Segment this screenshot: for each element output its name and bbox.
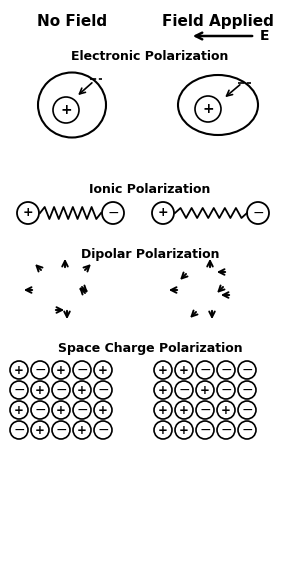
Text: −: − (97, 383, 109, 397)
Text: −: − (178, 383, 190, 397)
Text: −: − (241, 403, 253, 417)
Text: +: + (77, 383, 87, 397)
Text: +: + (158, 206, 168, 220)
Text: +: + (200, 383, 210, 397)
Text: +: + (179, 424, 189, 437)
Text: −: − (97, 423, 109, 437)
Text: +: + (179, 364, 189, 377)
Text: +: + (158, 364, 168, 377)
Text: +: + (158, 383, 168, 397)
Text: +: + (14, 404, 24, 416)
Text: Ionic Polarization: Ionic Polarization (89, 183, 211, 196)
Text: +: + (202, 102, 214, 116)
Text: +: + (35, 424, 45, 437)
Text: +: + (14, 364, 24, 377)
Text: +: + (221, 404, 231, 416)
Text: +: + (158, 404, 168, 416)
Text: +: + (35, 383, 45, 397)
Text: −: − (34, 403, 46, 417)
Text: No Field: No Field (37, 14, 107, 29)
Text: −: − (13, 423, 25, 437)
Text: +: + (60, 103, 72, 117)
Text: −: − (220, 363, 232, 377)
Text: −: − (241, 363, 253, 377)
Text: +: + (23, 206, 33, 220)
Text: −: − (13, 383, 25, 397)
Text: −: − (76, 403, 88, 417)
Text: −: − (252, 206, 264, 220)
Text: +: + (98, 404, 108, 416)
Text: Dipolar Polarization: Dipolar Polarization (81, 248, 219, 261)
Text: −: − (241, 423, 253, 437)
Text: +: + (77, 424, 87, 437)
Text: −: − (220, 383, 232, 397)
Text: −: − (55, 423, 67, 437)
Text: E: E (260, 29, 269, 43)
Text: −: − (199, 363, 211, 377)
Text: −: − (76, 363, 88, 377)
Text: −: − (34, 363, 46, 377)
Text: +: + (179, 404, 189, 416)
Text: +: + (56, 404, 66, 416)
Text: +: + (56, 364, 66, 377)
Text: −: − (199, 423, 211, 437)
Text: Space Charge Polarization: Space Charge Polarization (58, 342, 242, 355)
Text: −: − (55, 383, 67, 397)
Text: Field Applied: Field Applied (162, 14, 274, 29)
Text: −: − (241, 383, 253, 397)
Text: Electronic Polarization: Electronic Polarization (71, 50, 229, 63)
Text: −: − (220, 423, 232, 437)
Text: +: + (158, 424, 168, 437)
Text: −: − (199, 403, 211, 417)
Text: −: − (107, 206, 119, 220)
Text: +: + (98, 364, 108, 377)
